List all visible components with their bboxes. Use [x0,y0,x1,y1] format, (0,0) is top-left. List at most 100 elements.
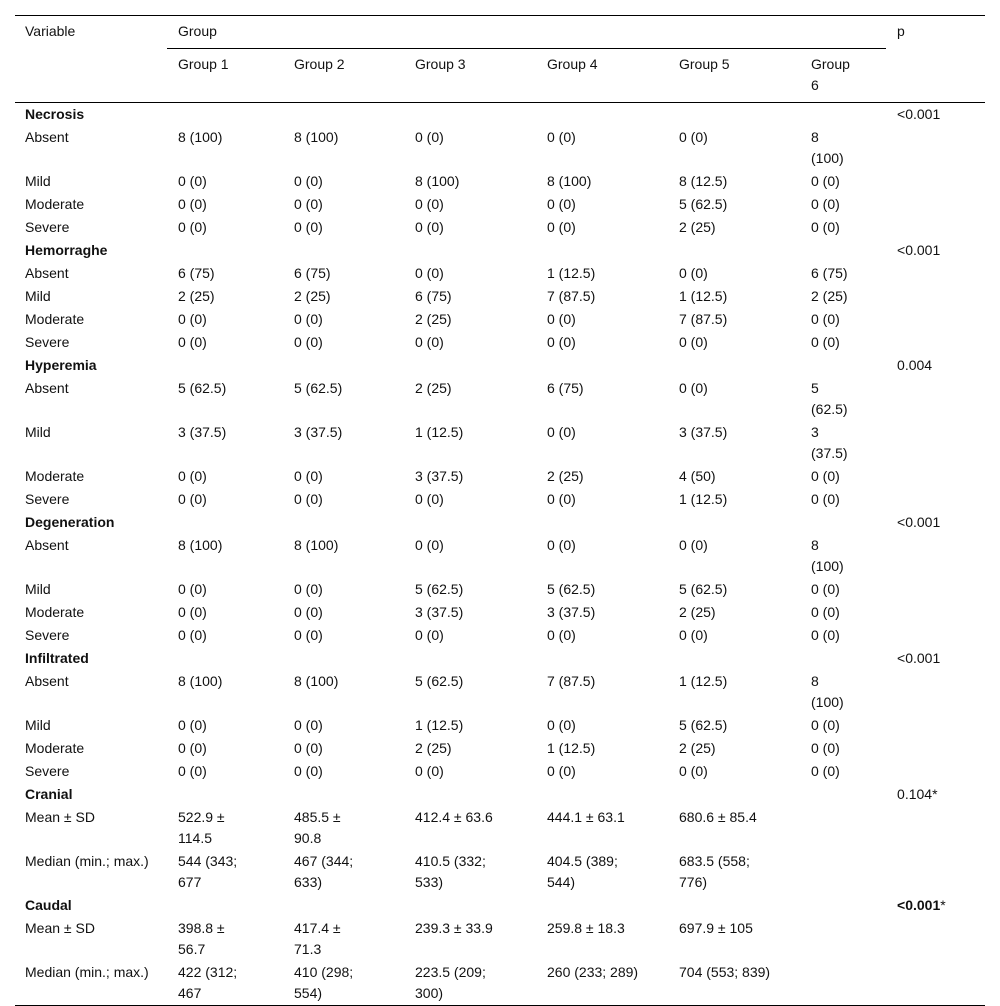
cell: 410.5 (332; 533) [415,853,486,890]
row-label: Moderate [25,740,85,756]
cell: 0 (0) [679,537,708,553]
cell: 680.6 ± 85.4 [679,809,757,825]
cell: 0 (0) [294,311,323,327]
cell [886,193,985,216]
cell [283,783,404,806]
section-row: Degeneration <0.001 [15,511,985,534]
cell: 0 (0) [547,717,576,733]
cell: 0 (0) [178,627,207,643]
cell: 0 (0) [294,468,323,484]
cell: 5 (62.5) [811,380,848,417]
header-cell: Group [167,15,887,49]
cell: 0 (0) [415,334,444,350]
cell: 8 (100) [294,673,339,689]
cell: 0 (0) [415,129,444,145]
cell: 6 (75) [294,265,331,281]
cell [167,354,283,377]
row-label: Absent [25,380,69,396]
cell: 6 (75) [178,265,215,281]
cell: 0 (0) [811,581,840,597]
cell: 522.9 ± 114.5 [178,809,225,846]
cell [167,239,283,262]
row-label: Mild [25,717,51,733]
data-row: Severe 0 (0) 0 (0) 0 (0) 0 (0) 1 (12.5) 0 (0) [15,488,985,511]
cell: 5 (62.5) [679,581,728,597]
row-label: Absent [25,265,69,281]
header-cell: Variable [25,23,76,39]
cell [404,783,536,806]
cell: 0 (0) [547,129,576,145]
cell [886,534,985,578]
cell: 0 (0) [178,581,207,597]
cell: 3 (37.5) [811,424,848,461]
header-row: Group 1 Group 2 Group 3 Group 4 Group 5 Group… [15,48,986,103]
section-row: Cranial 0.104* [15,783,985,806]
cell: 704 (553; 839) [679,964,771,980]
row-label: Mild [25,288,51,304]
p-cell: <0.001* [886,894,985,917]
row-label: Severe [25,334,70,350]
cell: 412.4 ± 63.6 [415,809,493,825]
cell: 0 (0) [294,604,323,620]
cell: 0 (0) [415,491,444,507]
cell: 5 (62.5) [294,380,343,396]
cell: 0 (0) [547,334,576,350]
section-title: Hemorraghe [25,242,108,258]
cell: 0 (0) [415,763,444,779]
cell: 2 (25) [415,311,452,327]
header-row: Variable Group p [15,15,985,49]
data-row: Severe 0 (0) 0 (0) 0 (0) 0 (0) 0 (0) 0 (0) [15,624,985,647]
section-row: Infiltrated <0.001 [15,647,985,670]
cell [167,647,283,670]
data-row: Severe 0 (0) 0 (0) 0 (0) 0 (0) 2 (25) 0 (0) [15,216,985,239]
section-title: Hyperemia [25,357,97,373]
cell [800,647,886,670]
data-row: Severe 0 (0) 0 (0) 0 (0) 0 (0) 0 (0) 0 (0) [15,331,985,354]
p-cell: <0.001 [886,103,985,127]
cell: 8 (100) [811,129,844,166]
cell: 7 (87.5) [547,288,596,304]
header-cell: Group 2 [283,48,404,103]
cell [404,894,536,917]
cell: 0 (0) [294,219,323,235]
cell: 8 (100) [178,129,223,145]
cell: 8 (12.5) [679,173,728,189]
cell: 0 (0) [547,763,576,779]
cell: 0 (0) [178,763,207,779]
cell: 0 (0) [811,491,840,507]
section-row: Hyperemia 0.004 [15,354,985,377]
header-cell: Group 5 [668,48,800,103]
cell: 3 (37.5) [415,468,464,484]
data-row: Absent 8 (100) 8 (100) 0 (0) 0 (0) 0 (0) 8 (10… [15,534,985,578]
header-cell: Group 6 [800,48,887,103]
header-cell: Group 1 [167,48,283,103]
cell [800,103,886,127]
section-row: Necrosis <0.001 [15,103,985,127]
cell [800,783,886,806]
cell [886,488,985,511]
section-title: Caudal [25,897,72,913]
row-label: Mean ± SD [25,920,95,936]
results-table: Variable Group p Group 1 Group 2 Group 3 Gr… [15,15,986,1006]
cell [886,308,985,331]
cell [800,806,886,850]
cell [886,670,985,714]
cell: 0 (0) [679,265,708,281]
cell: 0 (0) [178,491,207,507]
cell [886,285,985,308]
cell: 6 (75) [811,265,848,281]
cell: 3 (37.5) [415,604,464,620]
cell: 259.8 ± 18.3 [547,920,625,936]
row-label: Mild [25,173,51,189]
row-label: Moderate [25,196,85,212]
cell: 398.8 ± 56.7 [178,920,225,957]
cell: 683.5 (558; 776) [679,853,750,890]
cell [886,331,985,354]
p-value: <0.001 [897,242,941,258]
row-label: Absent [25,537,69,553]
cell: 1 (12.5) [679,491,728,507]
section-title: Cranial [25,786,73,802]
cell: 0 (0) [811,604,840,620]
cell: 7 (87.5) [679,311,728,327]
